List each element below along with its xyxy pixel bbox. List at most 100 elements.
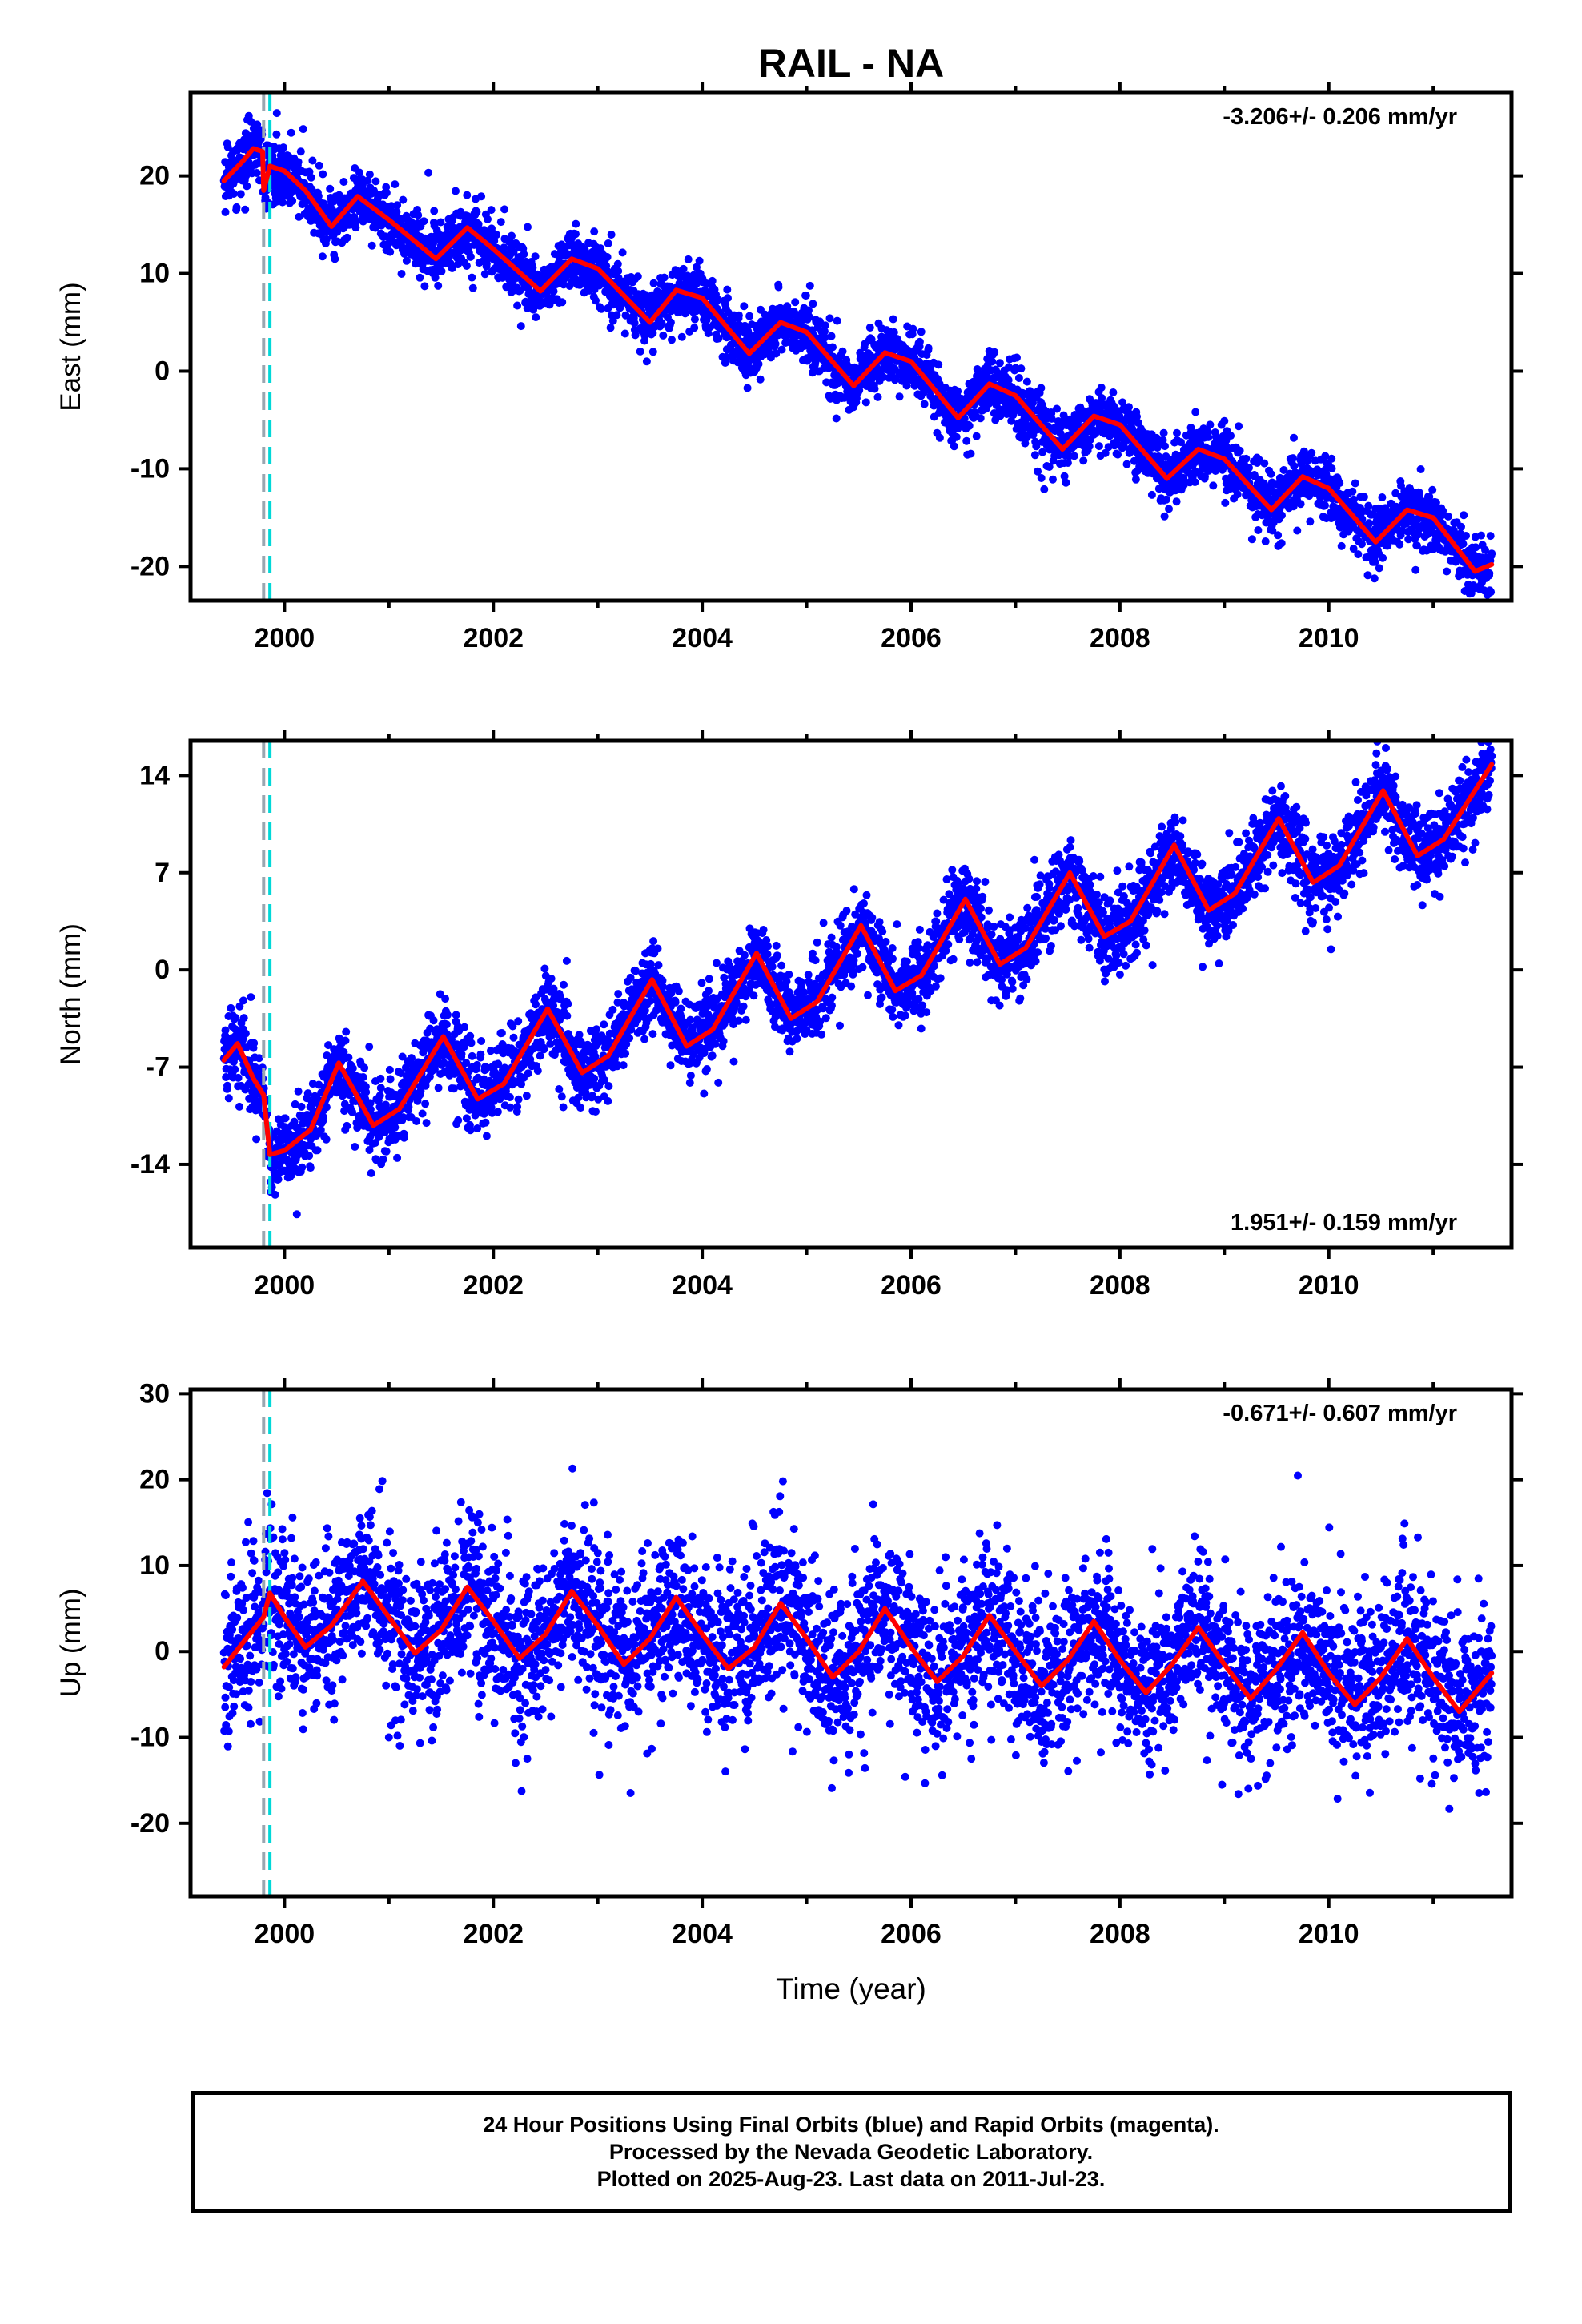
data-point: [1063, 459, 1072, 467]
plot-frame: [188, 90, 1514, 603]
data-point: [365, 170, 374, 179]
data-point: [1488, 549, 1496, 558]
data-point: [865, 324, 874, 332]
data-point: [714, 334, 723, 343]
data-point: [333, 227, 342, 236]
data-point: [452, 187, 460, 195]
data-point: [298, 1163, 307, 1172]
data-point: [950, 442, 958, 451]
data-point: [1307, 448, 1316, 457]
data-point: [954, 387, 962, 396]
data-point: [935, 433, 944, 442]
data-point: [1191, 478, 1199, 486]
data-point: [362, 1088, 371, 1096]
data-point: [474, 219, 483, 228]
y-tick-label: 0: [155, 356, 170, 386]
data-point: [223, 1081, 231, 1090]
data-point: [745, 312, 754, 320]
data-point: [809, 300, 817, 308]
data-point: [636, 347, 644, 356]
chart-title: RAIL - NA: [758, 41, 944, 86]
data-point: [1487, 588, 1496, 597]
data-point: [331, 255, 339, 263]
data-point: [829, 343, 837, 352]
data-point: [221, 1026, 230, 1035]
data-point: [1233, 490, 1242, 499]
data-point: [1040, 485, 1049, 493]
data-point: [666, 318, 675, 327]
data-point: [1351, 479, 1359, 488]
data-point: [618, 248, 627, 257]
data-point: [252, 169, 261, 177]
data-point: [1306, 517, 1315, 526]
data-point: [614, 267, 623, 275]
data-point: [1245, 464, 1253, 472]
data-point: [509, 247, 518, 256]
data-point: [448, 264, 456, 272]
data-point: [466, 252, 475, 261]
data-point: [1293, 526, 1302, 535]
data-point: [1411, 565, 1420, 574]
y-tick-label: 20: [139, 161, 170, 191]
data-point: [292, 1210, 301, 1219]
data-point: [274, 1175, 283, 1184]
data-point: [375, 1092, 384, 1100]
data-point: [1109, 388, 1118, 396]
data-point: [630, 319, 639, 328]
data-point: [247, 117, 255, 126]
data-point: [500, 243, 508, 252]
data-point: [1160, 512, 1169, 521]
data-point: [723, 285, 732, 294]
data-point: [520, 250, 528, 259]
data-point: [832, 414, 841, 423]
data-point: [1227, 432, 1235, 440]
data-point: [468, 273, 476, 282]
data-point: [281, 1114, 290, 1123]
data-point: [287, 128, 295, 137]
data-point: [456, 247, 464, 255]
data-point: [995, 359, 1004, 368]
data-point: [424, 168, 433, 177]
data-point: [231, 1065, 239, 1074]
data-point: [462, 262, 471, 270]
data-point: [620, 329, 629, 338]
data-point: [1459, 540, 1468, 549]
data-point: [873, 392, 882, 401]
data-point: [363, 176, 371, 185]
data-point: [649, 279, 658, 287]
data-point: [399, 195, 408, 204]
data-point: [1457, 522, 1465, 531]
data-point: [253, 120, 262, 129]
data-point: [482, 259, 491, 268]
data-point: [402, 256, 411, 265]
data-point: [1162, 495, 1170, 504]
data-point: [386, 1075, 395, 1084]
data-point: [1477, 531, 1485, 540]
data-point: [693, 263, 701, 271]
data-point: [477, 192, 486, 201]
data-point: [631, 331, 640, 340]
data-point: [1165, 505, 1173, 513]
data-point: [303, 1089, 312, 1098]
data-point: [1013, 353, 1021, 362]
data-point: [322, 235, 331, 243]
data-point: [1365, 519, 1373, 528]
data-point: [1161, 442, 1169, 451]
data-point: [1079, 456, 1088, 465]
data-point: [774, 283, 783, 292]
data-point: [247, 993, 255, 1002]
x-tick-label: 2002: [463, 623, 524, 653]
data-point: [1289, 454, 1297, 463]
data-point: [294, 158, 303, 167]
y-axis-label: East (mm): [55, 282, 86, 411]
data-point: [1277, 539, 1286, 548]
final-orbits-points: [219, 741, 1496, 1219]
data-point: [805, 281, 814, 290]
data-point: [1053, 404, 1061, 413]
data-point: [318, 252, 327, 261]
data-point: [252, 1135, 261, 1144]
data-point: [305, 1152, 314, 1160]
x-tick-label: 2000: [255, 623, 315, 653]
data-point: [299, 125, 307, 134]
